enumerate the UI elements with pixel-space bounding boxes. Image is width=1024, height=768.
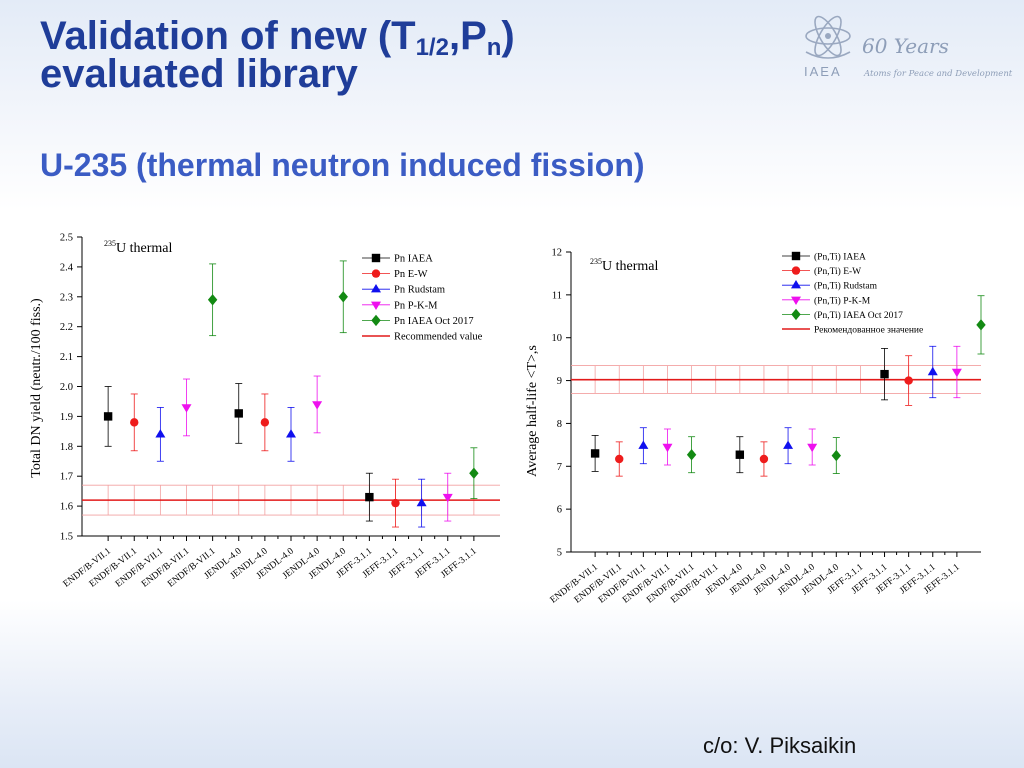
data-point <box>951 368 962 378</box>
data-point <box>155 429 166 438</box>
data-point <box>286 429 296 438</box>
y-tick-label: 6 <box>557 505 562 516</box>
y-tick-label: 8 <box>557 419 562 430</box>
data-point <box>469 467 479 479</box>
slide-title: Validation of new (T1/2,Pn) evaluated li… <box>40 14 515 96</box>
data-point <box>442 493 453 503</box>
data-point <box>615 454 624 464</box>
y-tick-label: 1.5 <box>60 532 73 543</box>
annotation-text: U thermal <box>116 241 172 256</box>
chart-annotation: 235U thermal <box>590 257 658 274</box>
data-point <box>662 443 673 453</box>
legend-label: Pn E-W <box>394 269 428 280</box>
legend-label: Pn Rudstam <box>394 285 445 296</box>
logo-tagline: Atoms for Peace and Development <box>864 69 1013 79</box>
data-point <box>312 401 323 410</box>
data-point <box>638 440 649 449</box>
y-tick-label: 2.5 <box>60 233 73 244</box>
data-point <box>234 409 243 418</box>
y-tick-label: 10 <box>552 333 563 344</box>
legend-label: Pn P-K-M <box>394 300 438 311</box>
title-line2: evaluated library <box>40 52 358 96</box>
legend-marker <box>791 280 801 289</box>
atom-emblem-icon <box>805 15 851 59</box>
annotation-text: U thermal <box>602 259 658 274</box>
credit: c/o: V. Piksaikin <box>703 733 857 758</box>
data-point <box>103 412 113 421</box>
legend-label: (Pn,Ti) Rudstam <box>814 281 878 292</box>
data-point <box>590 449 600 458</box>
data-point <box>783 440 794 449</box>
legend: Pn IAEA Pn E-W Pn Rudstam Pn P-K-M Pn IAEA O… <box>362 254 483 343</box>
legend-label: Pn IAEA Oct 2017 <box>394 316 474 327</box>
title-subscript-half-life: 1/2 <box>415 34 449 61</box>
legend-marker <box>791 266 801 275</box>
legend-label: (Pn,Ti) P-K-M <box>814 295 871 306</box>
y-tick-label: 1.6 <box>60 502 73 513</box>
y-tick-label: 9 <box>557 376 562 387</box>
legend-label: (Pn,Ti) IAEA Oct 2017 <box>814 310 903 321</box>
data-point <box>831 449 841 462</box>
data-point <box>260 418 270 427</box>
legend-marker <box>371 269 381 278</box>
legend-marker <box>371 253 381 263</box>
legend-marker <box>791 308 801 321</box>
legend-marker <box>371 314 381 327</box>
slide-subtitle: U-235 (thermal neutron induced fission) <box>40 147 645 183</box>
data-point <box>976 319 986 331</box>
y-tick-label: 2.0 <box>60 382 73 393</box>
annotation-superscript: 235 <box>590 257 602 266</box>
y-axis-label: Average half-life <T>,s <box>525 345 540 477</box>
legend-label: Recommended value <box>394 332 483 343</box>
data-point <box>880 369 889 379</box>
y-axis-label: Total DN yield (neutr./100 fiss.) <box>29 298 44 478</box>
y-tick-label: 2.3 <box>60 292 73 303</box>
title-prefix: Validation of new (T <box>40 14 416 58</box>
data-point <box>181 404 192 413</box>
data-point <box>338 291 348 303</box>
y-tick-label: 2.4 <box>60 262 74 273</box>
dn-yield-chart: 1.51.61.71.81.92.02.12.22.32.42.5ENDF/B-… <box>29 233 500 590</box>
logo-years: 60 Years <box>862 34 949 58</box>
data-point <box>927 366 938 376</box>
logo-org: IAEA <box>804 64 842 79</box>
legend-label: (Pn,Ti) IAEA <box>814 252 866 263</box>
data-point <box>365 492 374 502</box>
title-mid: ,P <box>448 14 487 58</box>
title-subscript-n: n <box>486 34 502 61</box>
iaea-logo: 60 Years IAEA Atoms for Peace and Develo… <box>800 12 1013 82</box>
data-point <box>904 376 913 385</box>
legend-marker <box>371 301 381 310</box>
data-point <box>686 449 697 461</box>
data-point <box>391 498 400 508</box>
chart-annotation: 235U thermal <box>104 239 172 256</box>
y-tick-label: 5 <box>557 548 562 559</box>
y-tick-label: 1.8 <box>60 442 73 453</box>
legend-label: Рекомендованное значение <box>814 326 923 336</box>
y-tick-label: 2.2 <box>60 322 73 333</box>
y-tick-label: 7 <box>557 462 562 473</box>
legend-marker <box>791 296 801 305</box>
legend: (Pn,Ti) IAEA (Pn,Ti) E-W (Pn,Ti) Rudstam (P… <box>782 252 923 336</box>
data-point <box>735 450 745 459</box>
y-tick-label: 2.1 <box>60 352 73 363</box>
data-point <box>807 443 818 453</box>
legend-label: (Pn,Ti) E-W <box>814 266 861 277</box>
y-tick-label: 1.7 <box>60 472 73 483</box>
legend-marker <box>371 284 381 293</box>
data-point <box>416 497 427 507</box>
y-tick-label: 12 <box>552 248 563 259</box>
legend-marker <box>791 251 801 261</box>
half-life-chart: 56789101112ENDF/B-VII.1ENDF/B-VII.1ENDF/… <box>525 248 986 606</box>
y-tick-label: 1.9 <box>60 412 73 423</box>
data-point <box>130 418 139 427</box>
data-point <box>759 454 769 464</box>
data-point <box>207 294 218 306</box>
annotation-superscript: 235 <box>104 239 116 248</box>
title-suffix: ) <box>501 14 515 58</box>
y-tick-label: 11 <box>552 290 562 301</box>
legend-label: Pn IAEA <box>394 254 433 265</box>
